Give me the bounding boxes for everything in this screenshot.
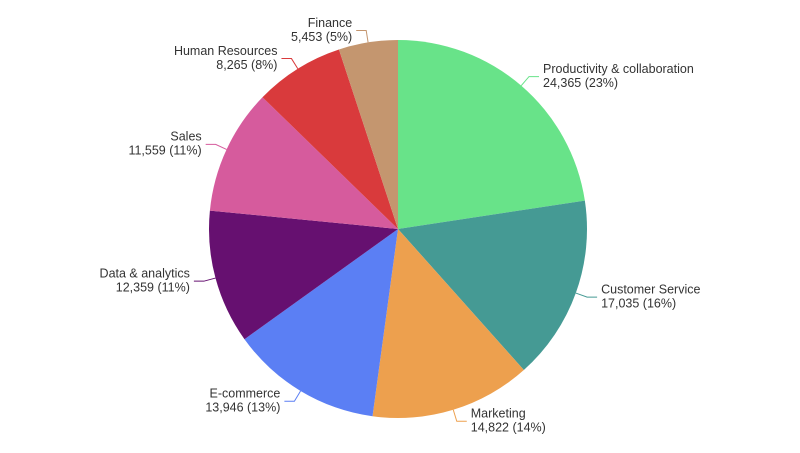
leader-line (520, 76, 540, 87)
pie-slice (372, 229, 524, 418)
leader-line (205, 143, 227, 150)
leader-line (452, 409, 467, 422)
slice-value-label: 5,453 (5%) (291, 30, 352, 44)
slice-label: Human Resources (174, 44, 278, 58)
slice-value-label: 11,559 (11%) (128, 144, 201, 158)
slice-value-label: 14,822 (14%) (471, 421, 546, 435)
leader-line (575, 292, 598, 298)
slice-label: Customer Service (601, 282, 700, 296)
slice-label: Productivity & collaboration (543, 62, 694, 76)
leader-line (281, 58, 299, 70)
pie-slice (398, 200, 587, 371)
slice-label: Marketing (471, 407, 526, 421)
pie-slice (262, 49, 398, 229)
slice-value-label: 24,365 (23%) (543, 76, 618, 90)
slice-label: Data & analytics (100, 266, 190, 280)
pie-slice (338, 40, 398, 229)
pie-slice (244, 229, 398, 417)
pie-slice (209, 210, 398, 340)
slice-value-label: 17,035 (16%) (601, 296, 676, 310)
slice-label: Finance (308, 16, 353, 30)
slice-value-label: 8,265 (8%) (216, 58, 277, 72)
leader-line (193, 277, 216, 282)
slice-value-label: 13,946 (13%) (205, 401, 280, 415)
slice-label: Sales (170, 130, 201, 144)
pie-slice (398, 40, 585, 229)
leader-line (284, 390, 301, 402)
leader-line (356, 30, 369, 43)
slice-value-label: 12,359 (11%) (116, 280, 190, 294)
pie-slice (209, 97, 398, 230)
slice-label: E-commerce (210, 387, 281, 401)
